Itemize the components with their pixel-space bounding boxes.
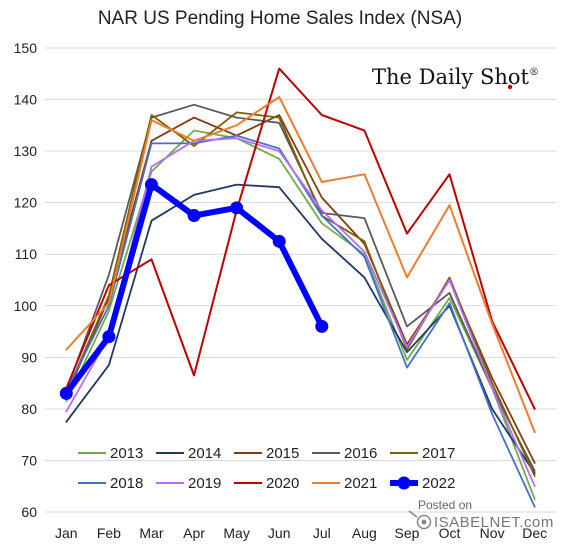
- x-tick-label: Nov: [480, 525, 505, 541]
- brand-logo: The Daily Shot®: [372, 65, 539, 90]
- legend-label: 2022: [422, 475, 455, 492]
- legend-label: 2016: [344, 445, 377, 462]
- data-point-2022: [144, 178, 158, 192]
- svg-text:The Daily Shot®: The Daily Shot®: [372, 65, 539, 89]
- y-tick-label: 120: [14, 195, 38, 211]
- data-point-2022: [59, 386, 73, 400]
- legend-item-2021: 2021: [312, 475, 377, 492]
- data-point-2022: [102, 330, 116, 344]
- x-tick-label: Oct: [439, 525, 461, 541]
- legend-label: 2017: [422, 445, 455, 462]
- x-axis-ticks: Jan Feb Mar Apr May Jun Jul Aug Sep Oct Nov Dec: [55, 525, 547, 541]
- legend-label: 2019: [188, 475, 221, 492]
- legend-label: 2018: [110, 475, 143, 492]
- brand-mark: ®: [529, 67, 539, 78]
- series-lines: [59, 67, 536, 508]
- x-tick-label: Mar: [139, 525, 163, 541]
- x-tick-label: Jul: [313, 525, 331, 541]
- x-tick-label: Jun: [268, 525, 291, 541]
- x-tick-label: May: [223, 525, 249, 541]
- y-tick-label: 130: [14, 143, 38, 159]
- legend-item-2013: 2013: [78, 445, 143, 462]
- x-tick-label: Aug: [352, 525, 377, 541]
- series-line-2021: [65, 96, 536, 434]
- legend-label: 2014: [188, 445, 221, 462]
- x-tick-label: Sep: [394, 525, 419, 541]
- y-tick-label: 80: [21, 401, 37, 417]
- chart-title: NAR US Pending Home Sales Index (NSA): [98, 8, 462, 29]
- series-line-2019: [65, 137, 536, 488]
- legend-label: 2015: [266, 445, 299, 462]
- legend-item-2017: 2017: [390, 445, 455, 462]
- y-tick-label: 60: [21, 504, 37, 520]
- legend-label: 2013: [110, 445, 143, 462]
- y-tick-label: 100: [14, 298, 38, 314]
- x-tick-label: Jan: [55, 525, 78, 541]
- legend-item-2015: 2015: [234, 445, 299, 462]
- y-tick-label: 70: [21, 452, 37, 468]
- y-tick-label: 110: [15, 246, 38, 262]
- series-line-2020: [65, 67, 536, 410]
- y-axis-ticks: 60 70 80 90 100 110 120 130 140 150: [14, 40, 38, 520]
- legend-item-2014: 2014: [156, 445, 221, 462]
- watermark-line2: ISABELNET.com: [434, 514, 554, 531]
- y-tick-label: 150: [14, 40, 38, 56]
- legend-label: 2020: [266, 475, 299, 492]
- legend-item-2019: 2019: [156, 475, 221, 492]
- data-point-2022: [187, 209, 201, 223]
- data-point-2022: [230, 201, 244, 215]
- legend: 2013 2014 2015 2016 2017 2018 2019 2020 2021 2022: [78, 445, 455, 492]
- legend-item-2020: 2020: [234, 475, 299, 492]
- x-tick-label: Feb: [97, 525, 121, 541]
- legend-item-2016: 2016: [312, 445, 377, 462]
- watermark-logo-icon: [408, 510, 432, 530]
- data-point-2022: [272, 234, 286, 248]
- legend-label: 2021: [344, 475, 377, 492]
- x-tick-label: Apr: [183, 525, 205, 541]
- watermark: Posted on ISABELNET.com: [408, 498, 554, 531]
- brand-text: The Daily Shot: [372, 65, 530, 89]
- legend-item-2022: 2022: [390, 475, 455, 492]
- x-tick-label: Dec: [522, 525, 547, 541]
- data-point-2022: [315, 319, 329, 333]
- legend-marker: [397, 476, 411, 490]
- series-line-2017: [65, 111, 536, 477]
- brand-dot: [507, 84, 513, 90]
- legend-item-2018: 2018: [78, 475, 143, 492]
- y-tick-label: 140: [14, 92, 38, 108]
- y-tick-label: 90: [21, 349, 37, 365]
- watermark-line1: Posted on: [418, 498, 472, 512]
